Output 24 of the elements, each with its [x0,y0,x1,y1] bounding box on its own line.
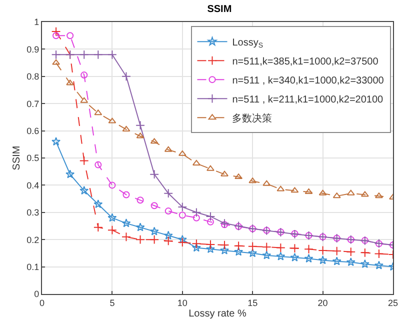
legend-label: 多数决策 [232,112,272,124]
y-tick-label: 0.7 [26,98,40,109]
x-tick-label: 15 [248,298,258,308]
x-tick-label: 5 [110,298,115,308]
y-tick-label: 0.5 [26,153,40,164]
legend-label: n=511 , k=340,k1=1000,k2=33000 [232,75,384,86]
y-tick-label: 1 [34,17,40,28]
y-tick-label: 0.2 [26,234,40,245]
y-tick-label: 0.4 [26,180,40,190]
x-tick-label: 25 [388,298,398,308]
chart-title: SSIM [207,4,232,15]
x-tick-label: 20 [318,298,328,308]
x-tick-label: 10 [177,298,188,308]
y-tick-label: 0.1 [26,262,40,272]
y-axis-title: SSIM [12,146,23,170]
legend-label: n=511 , k=211,k1=1000,k2=20100 [232,94,384,106]
x-axis-title: Lossy rate % [188,308,247,320]
legend-label: n=511,k=385,k1=1000,k2=37500 [232,56,379,68]
y-tick-label: 0 [34,289,40,300]
y-tick-label: 0.6 [26,126,40,136]
legend-label: Lossy$_{S}$ [232,37,264,50]
y-tick-label: 0.8 [26,72,40,82]
y-tick-label: 0.9 [26,44,40,54]
y-tick-label: 0.3 [26,208,40,218]
